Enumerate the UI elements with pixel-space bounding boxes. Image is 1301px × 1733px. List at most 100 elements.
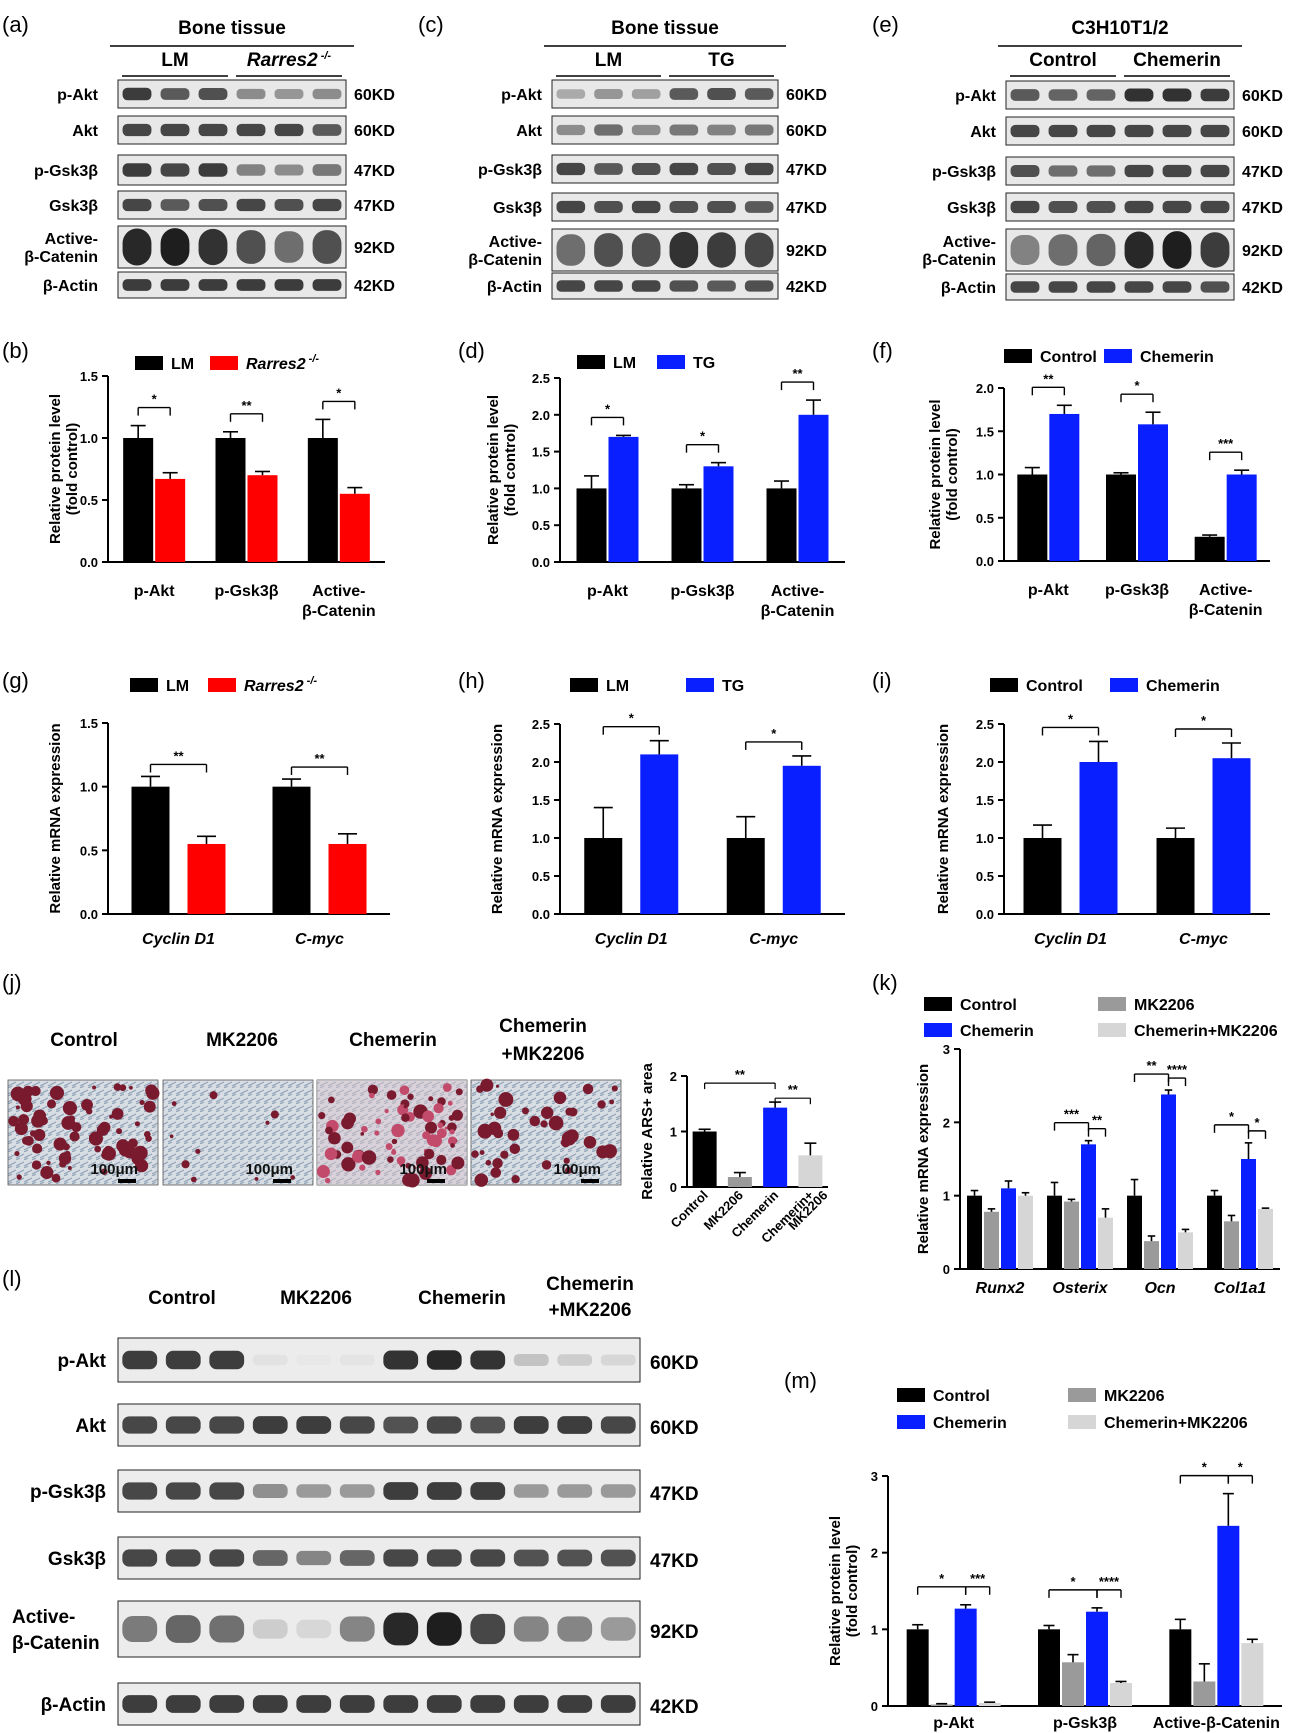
bar [978,1702,1001,1706]
legend-label: LM [606,678,629,695]
kd-label: 60KD [1242,88,1283,105]
calcified-nodule [405,1162,412,1169]
scale-bar [427,1179,445,1183]
blot-band [557,1549,593,1567]
kd-label: 47KD [786,200,827,217]
calcified-nodule [98,1121,111,1134]
blot-band [122,1695,158,1713]
condition-label: Control [148,1288,216,1309]
panel-letter: (e) [872,12,899,37]
calcified-nodule [145,1135,152,1142]
sig-stars: *** [970,1571,986,1586]
calcified-nodule [493,1128,504,1139]
calcified-nodule [360,1132,365,1136]
bar [1138,424,1168,561]
chart-m: 0 1 2 3 Relative protein level (fold control)… [827,1388,1282,1732]
legend-swatch [570,678,598,692]
x-category-label: Active-β-Catenin [1153,1715,1280,1732]
x-category-label: C-myc [749,931,798,948]
bar [1098,1217,1113,1269]
calcified-nodule [444,1126,448,1130]
bar [1194,536,1225,561]
group-label: Chemerin [1133,50,1221,71]
calcified-nodule [416,1156,429,1169]
blot-strip [117,225,347,269]
calcified-nodule [429,1134,443,1148]
calcified-nodule [391,1123,405,1138]
bar [339,493,370,562]
calcified-nodule [403,1104,408,1109]
legend-swatch [1068,1415,1096,1429]
calcified-nodule [422,1110,435,1123]
x-category-label: C-myc [295,931,344,948]
calcified-nodule [352,1150,365,1163]
blot-band [557,1416,593,1434]
y-tick-label: 2 [943,1115,950,1130]
blot-band [631,200,661,214]
legend-label: Chemerin+MK2206 [1134,1023,1278,1040]
condition-label: +MK2206 [502,1044,585,1065]
legend-label: Chemerin [1140,349,1214,366]
blot-band [339,1484,375,1498]
blot-band [470,1416,506,1434]
panel-letter: (d) [458,338,485,363]
legend-swatch [208,678,236,692]
bar [1047,1195,1062,1269]
blot-band [160,123,190,137]
blot-band [513,1416,549,1434]
bar [1018,1195,1033,1269]
blot-band [1162,281,1192,293]
blot-strip [117,79,347,109]
bar [671,488,702,562]
x-category-label: Osterix [1052,1280,1108,1297]
blot-band [470,1549,506,1567]
legend-swatch [1068,1388,1096,1402]
blot-band [236,88,266,100]
blot-band [252,1550,288,1566]
calcified-nodule [451,1156,465,1170]
calcified-nodule [374,1130,380,1136]
bar [1193,1681,1216,1706]
calcified-nodule [479,1150,485,1155]
row-label: β-Actin [941,280,996,297]
calcified-nodule [391,1138,398,1145]
y-tick-label: 1.0 [80,780,98,795]
row-label: Akt [72,123,98,140]
x-category-label: β-Catenin [761,603,835,620]
bar [215,438,246,562]
calcified-nodule [94,1145,101,1153]
calcified-nodule [405,1173,420,1188]
blot-band [1200,200,1230,214]
blot-band [513,1695,549,1713]
calcified-nodule [474,1173,489,1187]
calcified-nodule [133,1145,148,1161]
calcified-nodule [341,1116,354,1130]
calcified-nodule [447,1136,457,1146]
calcified-nodule [143,1100,156,1113]
panel-letter: (f) [872,338,893,363]
calcified-nodule [195,1148,201,1154]
calcified-nodule [129,1085,133,1090]
row-label: Gsk3β [49,198,98,215]
blot-band [165,1549,201,1567]
row-label: p-Akt [501,87,543,104]
calcified-nodule [59,1160,67,1168]
row-label: Gsk3β [493,200,542,217]
blot-band [1048,200,1078,214]
blot-band [274,88,304,100]
y-axis-label: Relative mRNA expression [47,723,64,913]
calcified-nodule [437,1122,444,1129]
calcified-nodule [500,1150,509,1159]
blot-band [470,1482,506,1500]
calcified-nodule [401,1113,410,1123]
blot-band [1162,164,1192,178]
bar [1169,1629,1192,1706]
bar [1212,758,1251,914]
calcified-nodule [428,1096,434,1102]
bar [782,765,821,914]
legend-label: MK2206 [1134,997,1195,1014]
calcified-nodule [447,1122,457,1132]
blot-band [209,1416,245,1434]
calcified-nodule [61,1116,76,1130]
blot-band [296,1484,332,1498]
